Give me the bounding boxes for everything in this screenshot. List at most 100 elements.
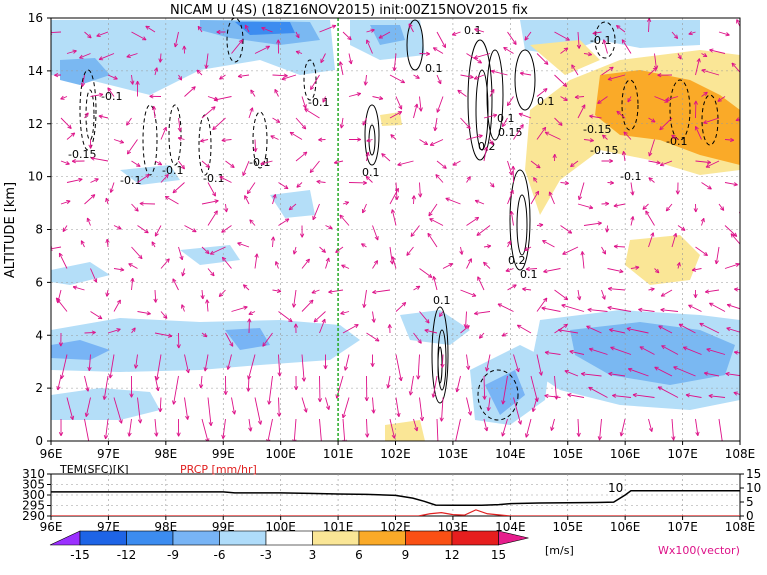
wind-vector [288,203,297,211]
wind-vector [511,165,516,183]
wind-vector [505,268,514,273]
wind-vector [219,176,232,183]
wind-vector [601,289,606,300]
contour-label: -0.1 [203,172,224,185]
wind-vector [419,139,429,146]
wind-vector [466,134,483,140]
wind-vector [254,253,259,269]
wind-vector [483,418,489,432]
sub-x-tick-label: 96E [40,520,63,534]
wind-vector [86,217,91,226]
wind-vector [176,332,181,349]
wind-vector [607,180,614,185]
wind-vector [536,88,548,97]
sub-x-tick-label: 106E [610,520,641,534]
contour-label: 0.1 [433,294,451,307]
wind-vector [127,418,132,437]
contour-3 [142,104,158,176]
contour-lines [79,18,719,421]
wind-vector [705,289,720,294]
contour-label: -0.1 [120,174,141,187]
wind-vector [648,287,655,292]
wind-vector [626,327,649,334]
y-tick-label: 8 [35,223,43,237]
wind-vector [362,117,367,126]
wind-vector [518,112,532,119]
colorbar-segment [126,530,174,546]
wind-vector [178,246,184,261]
wind-vector [392,53,397,72]
wind-vector [587,307,608,312]
wind-vector [274,261,279,269]
wind-vector [160,126,167,140]
wind-vector [413,418,419,432]
wind-vector [473,53,491,60]
colorbar-segment [172,530,220,546]
shade-neg-mid10 [225,328,270,350]
shade-neg-mid3 [60,58,110,85]
wind-vector [312,203,320,221]
wind-vector [226,354,232,370]
wind-vector [427,232,438,248]
wind-vector [343,354,350,371]
colorbar-segment [312,530,360,546]
main-axes: 96E 97E 98E 99E 100E 101E 102E 103E 104E 105E 106E… [28,11,756,461]
x-tick-label: 108E [725,447,756,461]
colorbar-unit: [m/s] [545,544,574,557]
wind-vector [313,311,326,323]
wind-vector [254,397,263,425]
wind-vector [249,219,256,226]
wind-vector [501,418,508,437]
wind-vector [654,268,660,274]
wind-vector [695,160,712,165]
wind-vector [688,304,702,312]
wind-vector [536,297,548,312]
wind-vector [602,134,608,140]
wind-vector [675,182,680,195]
sub-x-tick-label: 99E [212,520,235,534]
wind-vector [372,225,379,241]
tem-series-line [51,490,740,507]
colorbar-segment [265,530,313,546]
x-tick-label: 103E [438,447,469,461]
wind-vector [671,134,679,140]
wind-vector [524,31,532,41]
wind-vector [183,440,185,441]
wind-vector [416,354,421,380]
wind-vector [601,66,614,76]
wind-vector [62,225,68,233]
wind-vector [577,182,585,201]
sub-x-tick-label: 97E [97,520,120,534]
wind-vector [316,179,326,184]
wind-vector [460,74,474,79]
wind-vector [749,269,757,275]
wind-vector [438,311,444,317]
wind-vector [544,350,561,355]
wind-vector [701,68,720,76]
wind-vector [262,332,273,347]
contour-label: 0.1 [497,112,515,125]
wind-vector [608,371,626,377]
wind-vector [486,397,491,412]
wind-vector [160,258,170,269]
wind-vector [71,159,85,164]
wind-vector [544,131,561,140]
wind-vector [615,25,626,33]
wind-vector [90,156,109,162]
wind-vector [301,440,303,441]
wind-vector [295,50,303,55]
wind-vector [372,95,384,101]
wind-vector [691,267,702,272]
wind-vector [660,307,679,313]
wind-vector [592,30,602,36]
wind-vector [181,268,186,277]
colorbar-segment [451,530,499,546]
wind-vector [489,139,494,146]
wind-vector [509,210,514,226]
wind-vector [149,94,162,99]
contour-label: 0.1 [425,62,443,75]
wind-vector [567,393,585,398]
wind-vector [246,182,256,195]
wind-vector [483,146,489,162]
shade-neg-mid2 [235,22,295,35]
